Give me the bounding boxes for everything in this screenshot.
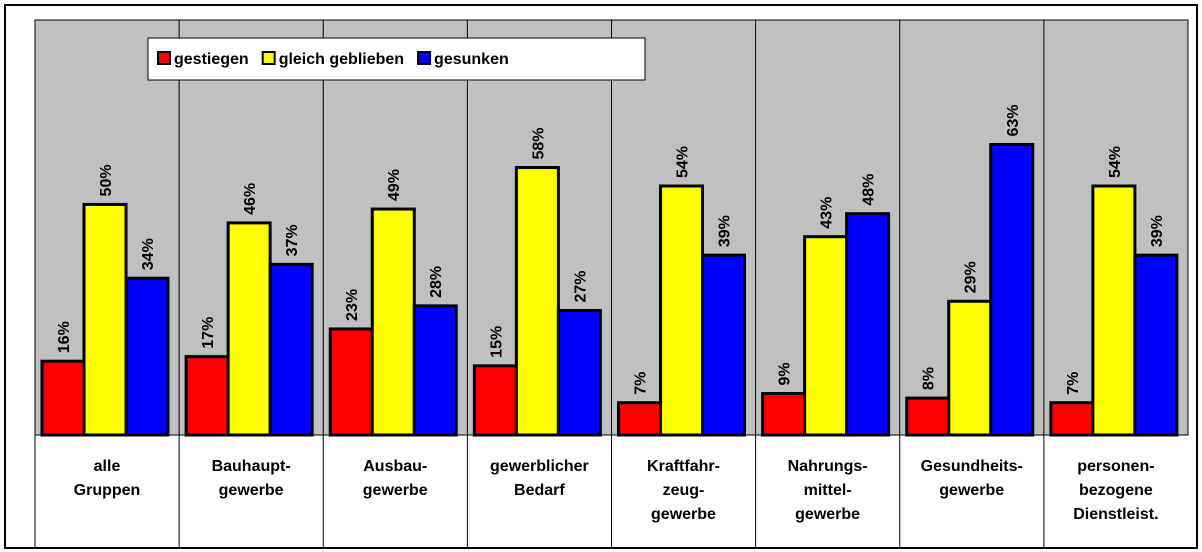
value-label: 16% bbox=[56, 321, 73, 353]
x-tick-label: Gesundheits- gewerbe bbox=[920, 458, 1023, 499]
bar bbox=[701, 253, 746, 437]
bar bbox=[226, 221, 272, 437]
bar bbox=[328, 327, 374, 437]
x-tick-label: gewerblicher Bedarf bbox=[490, 458, 589, 499]
bar bbox=[1091, 184, 1137, 437]
frame bbox=[4, 4, 1198, 549]
value-label: 50% bbox=[98, 164, 115, 196]
bar bbox=[556, 309, 602, 437]
bar bbox=[514, 166, 560, 437]
value-label: 39% bbox=[1149, 215, 1166, 247]
value-label: 7% bbox=[1065, 372, 1082, 395]
legend-marker bbox=[417, 51, 432, 65]
value-label: 28% bbox=[428, 266, 445, 298]
x-tick-label: Bauhaupt- gewerbe bbox=[211, 458, 291, 499]
bar bbox=[412, 304, 458, 437]
bar bbox=[947, 299, 993, 437]
bar bbox=[82, 202, 128, 437]
value-label: 23% bbox=[344, 289, 361, 321]
x-tick-label: personen- bezogene Dienstleist. bbox=[1073, 458, 1159, 523]
value-label: 29% bbox=[963, 261, 980, 293]
value-label: 48% bbox=[861, 174, 878, 206]
bar bbox=[617, 401, 662, 437]
bar bbox=[124, 276, 170, 437]
bar bbox=[803, 235, 849, 437]
value-label: 39% bbox=[717, 215, 734, 247]
legend-label: gestiegen bbox=[174, 51, 249, 68]
legend-label: gesunken bbox=[434, 51, 509, 68]
x-tick-label: Kraftfahr- zeug- gewerbe bbox=[647, 458, 720, 523]
value-label: 7% bbox=[633, 372, 650, 395]
value-label: 58% bbox=[530, 128, 547, 160]
bar bbox=[989, 143, 1035, 437]
legend-label: gleich geblieben bbox=[279, 51, 404, 68]
value-label: 9% bbox=[777, 362, 794, 385]
value-label: 63% bbox=[1005, 104, 1022, 136]
x-tick-label: Nahrungs- mittel- gewerbe bbox=[787, 458, 868, 523]
bar bbox=[472, 364, 518, 437]
value-label: 37% bbox=[284, 224, 301, 256]
value-label: 54% bbox=[675, 146, 692, 178]
bar bbox=[1049, 401, 1095, 437]
bar bbox=[659, 184, 704, 437]
value-label: 8% bbox=[921, 367, 938, 390]
value-label: 17% bbox=[200, 317, 217, 349]
bar bbox=[370, 207, 416, 437]
bar bbox=[761, 392, 807, 437]
value-label: 46% bbox=[242, 183, 259, 215]
value-label: 49% bbox=[386, 169, 403, 201]
bar bbox=[905, 396, 951, 437]
value-label: 34% bbox=[140, 238, 157, 270]
legend-marker bbox=[157, 51, 171, 65]
legend-marker bbox=[261, 51, 276, 65]
value-label: 54% bbox=[1107, 146, 1124, 178]
legend bbox=[147, 37, 646, 81]
value-label: 43% bbox=[819, 197, 836, 229]
x-tick-label: Ausbau- gewerbe bbox=[362, 458, 428, 499]
bar bbox=[40, 359, 86, 437]
value-label: 15% bbox=[488, 326, 505, 358]
bar bbox=[268, 262, 314, 437]
bar bbox=[1133, 253, 1179, 437]
value-label: 27% bbox=[572, 270, 589, 302]
bar bbox=[184, 355, 230, 437]
x-tick-label: alle Gruppen bbox=[73, 458, 141, 499]
bar bbox=[845, 212, 891, 437]
